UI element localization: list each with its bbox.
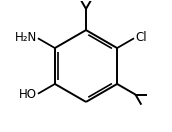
Text: H₂N: H₂N [15,31,37,44]
Text: Cl: Cl [135,31,147,44]
Text: HO: HO [19,88,37,101]
